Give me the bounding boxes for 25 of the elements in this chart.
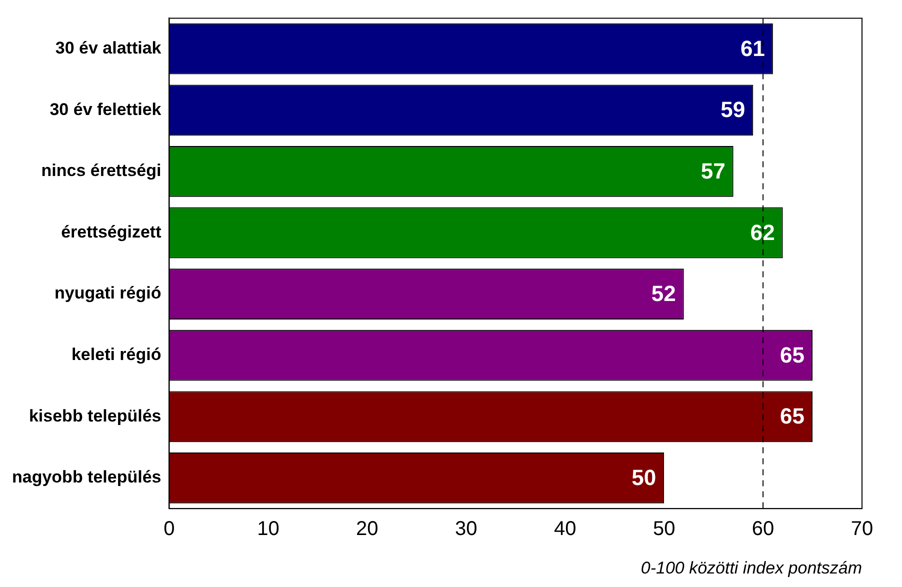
data-label: 52: [651, 281, 676, 306]
y-tick-label: nyugati régió: [54, 284, 162, 303]
data-label: 65: [780, 342, 805, 368]
y-tick-label: 30 év alattiak: [55, 38, 162, 58]
x-tick-label: 10: [257, 518, 280, 540]
x-tick-label: 20: [356, 518, 378, 540]
y-tick-label: nincs érettségi: [41, 161, 162, 180]
y-tick-label: érettségizett: [61, 222, 162, 242]
y-tick-label: kisebb település: [28, 406, 162, 426]
x-tick-label: 60: [752, 518, 774, 540]
y-tick-label: 30 év felettiek: [50, 100, 162, 119]
x-tick-label: 30: [455, 518, 478, 540]
data-label: 62: [750, 220, 775, 245]
data-label: 57: [700, 158, 726, 184]
x-axis-title: 0-100 közötti index pontszám: [640, 558, 862, 578]
data-label: 59: [720, 97, 746, 122]
y-tick-label: nagyobb település: [12, 468, 162, 487]
y-tick-label: keleti régió: [71, 345, 162, 364]
x-tick-label: 0: [164, 518, 175, 540]
data-label: 50: [632, 465, 656, 490]
x-tick-label: 50: [652, 518, 676, 540]
x-tick-label: 40: [554, 518, 576, 540]
data-label: 65: [780, 404, 805, 429]
x-tick-label: 70: [850, 518, 874, 540]
data-label: 61: [740, 36, 765, 61]
